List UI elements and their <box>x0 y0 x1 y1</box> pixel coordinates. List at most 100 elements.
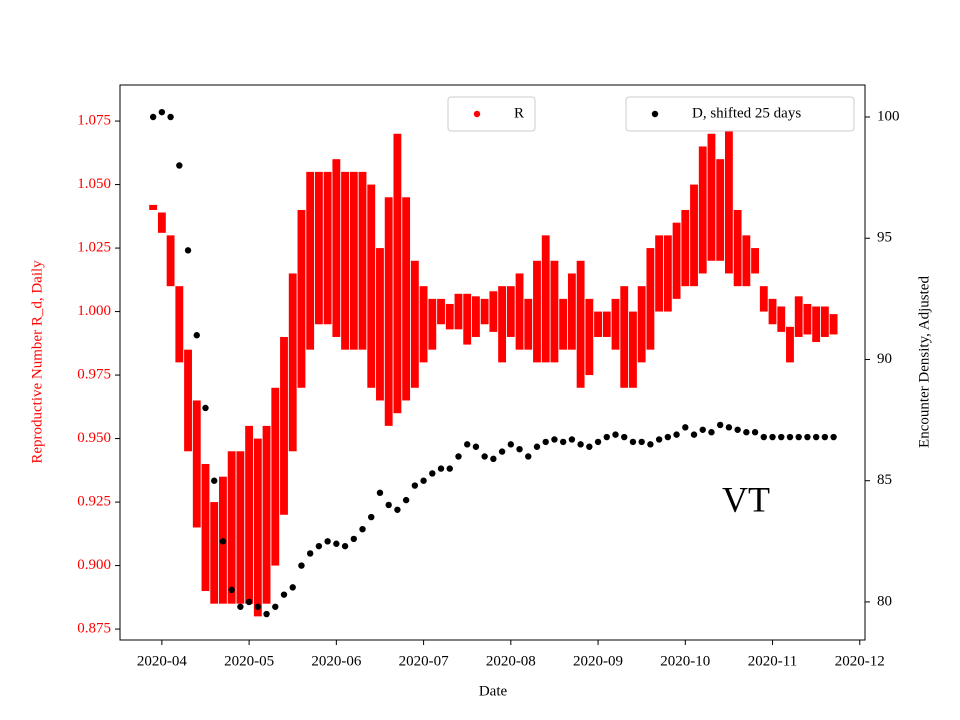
point <box>716 421 724 429</box>
error-bar <box>402 197 411 401</box>
point <box>778 433 785 441</box>
point <box>751 429 759 436</box>
point <box>638 438 645 446</box>
point <box>315 542 323 550</box>
error-bar <box>280 336 288 515</box>
point <box>446 465 453 472</box>
x-tick-label: 2020-08 <box>486 653 536 669</box>
point <box>821 433 829 441</box>
y2-tick-label: 95 <box>877 230 892 246</box>
point <box>368 513 375 521</box>
point <box>420 477 427 484</box>
error-bar <box>306 171 315 350</box>
point <box>481 453 488 460</box>
point <box>202 404 209 412</box>
error-bar <box>184 349 192 452</box>
point <box>176 162 183 169</box>
legend-marker <box>651 110 659 118</box>
point <box>394 506 401 513</box>
error-bar <box>541 235 550 363</box>
error-bar <box>314 171 323 325</box>
point <box>603 433 610 441</box>
error-bar <box>629 311 637 388</box>
error-bar <box>637 286 646 363</box>
point <box>341 542 349 550</box>
annotation: VT <box>722 479 770 519</box>
point <box>402 496 410 504</box>
error-bar <box>576 260 585 388</box>
y-tick-label: 1.000 <box>77 303 111 319</box>
error-bar <box>698 146 707 274</box>
error-bar <box>794 296 803 337</box>
point <box>245 598 253 606</box>
point <box>682 424 689 431</box>
y2-tick-label: 90 <box>877 351 892 367</box>
error-bar <box>829 314 838 335</box>
point <box>533 443 541 450</box>
x-tick-label: 2020-05 <box>224 653 274 669</box>
error-bar <box>471 296 480 337</box>
point <box>411 482 419 489</box>
error-bar <box>245 425 254 604</box>
error-bar <box>454 293 463 330</box>
error-bar <box>759 286 768 312</box>
error-bar <box>742 235 751 287</box>
error-bar <box>323 171 332 325</box>
plot-frame <box>119 84 866 641</box>
point <box>472 443 480 450</box>
error-bar <box>332 159 341 337</box>
error-bar <box>376 248 384 401</box>
error-bar <box>297 209 306 388</box>
point <box>769 433 776 441</box>
error-bar <box>716 159 725 261</box>
error-bar <box>515 273 524 350</box>
legend-label: R <box>514 105 524 121</box>
error-bar <box>777 306 786 332</box>
point <box>280 591 288 598</box>
point <box>655 436 663 443</box>
point <box>298 562 305 569</box>
y-tick-label: 0.875 <box>77 621 111 637</box>
point <box>664 433 672 441</box>
point <box>647 441 654 448</box>
x-tick-label: 2020-11 <box>748 653 797 669</box>
point <box>455 453 462 460</box>
error-bar <box>663 235 672 312</box>
point <box>673 431 680 438</box>
legend-marker <box>473 110 481 118</box>
point <box>333 540 340 547</box>
error-bar <box>489 291 498 332</box>
point <box>158 108 166 116</box>
point <box>498 448 506 455</box>
error-bar <box>498 286 507 363</box>
point <box>542 438 549 446</box>
point <box>429 470 436 477</box>
error-bar <box>803 303 812 335</box>
x-tick-label: 2020-09 <box>573 653 623 669</box>
point <box>830 433 837 441</box>
error-bar <box>768 298 777 325</box>
y-tick-label: 0.950 <box>77 430 111 446</box>
point <box>167 113 174 121</box>
x-axis-label: Date <box>479 683 508 699</box>
point <box>525 453 532 460</box>
point <box>263 610 270 618</box>
point <box>804 433 811 441</box>
point <box>690 431 698 438</box>
x-tick-label: 2020-10 <box>660 653 710 669</box>
point <box>743 429 750 436</box>
point <box>586 443 593 450</box>
error-bar <box>681 209 690 287</box>
point <box>507 441 515 448</box>
error-bar <box>149 204 158 210</box>
point <box>786 433 794 441</box>
error-bar <box>559 298 568 350</box>
error-bar <box>646 248 655 350</box>
error-bar <box>253 438 262 617</box>
error-bar <box>393 133 402 414</box>
point <box>254 603 262 610</box>
legend-box <box>447 96 536 132</box>
error-bar <box>157 212 166 233</box>
error-bar <box>611 298 620 350</box>
point <box>612 431 619 438</box>
